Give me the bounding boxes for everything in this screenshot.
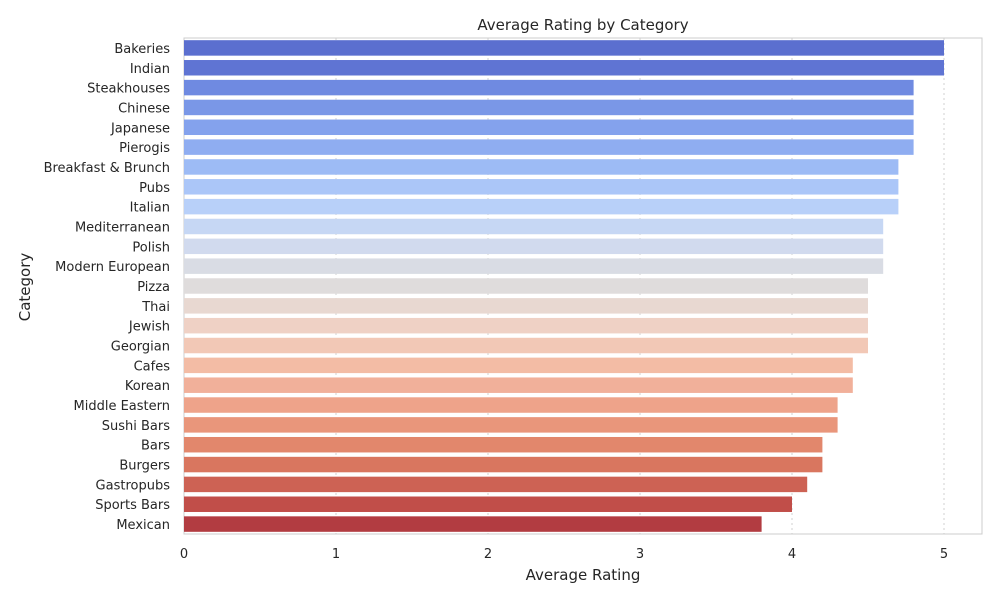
x-tick-label: 4 [788,547,796,562]
y-tick-label: Jewish [128,320,170,335]
y-tick-label: Middle Eastern [74,399,170,414]
bar [184,60,944,76]
x-tick-label: 5 [940,547,948,562]
y-tick-label: Italian [130,201,170,216]
bar [184,119,914,136]
y-tick-labels: Bakeries Indian Steakhouses Chinese Japanese… [44,42,171,533]
y-tick-label: Bars [141,439,170,454]
y-tick-label: Cafes [134,359,171,374]
x-axis-label: Average Rating [526,566,641,584]
bar [184,99,914,116]
y-tick-label: Burgers [119,459,170,474]
y-tick-label: Sports Bars [95,498,170,513]
bar [184,139,914,155]
y-tick-label: Steakhouses [87,82,170,97]
bar [184,436,823,453]
y-tick-label: Georgian [111,340,170,355]
bar [184,278,868,294]
y-tick-label: Breakfast & Brunch [44,161,170,176]
x-tick-labels: 0 1 2 3 4 5 [180,547,948,562]
y-tick-label: Indian [130,62,170,77]
bar [184,298,868,314]
bar [184,476,808,493]
bar [184,456,823,473]
y-tick-label: Sushi Bars [102,419,170,434]
bar [184,238,884,255]
y-tick-label: Japanese [110,121,170,136]
y-tick-label: Polish [132,240,170,255]
x-tick-label: 2 [484,547,492,562]
bar [184,40,944,56]
y-tick-label: Pubs [139,181,170,196]
y-tick-label: Korean [125,379,170,394]
bar [184,377,853,393]
bar [184,258,884,274]
bar [184,218,884,235]
bar [184,79,914,96]
bar [184,417,838,433]
y-tick-label: Pizza [137,280,170,295]
bar [184,496,792,512]
y-tick-label: Mexican [116,518,170,533]
bar [184,397,838,413]
y-tick-label: Mediterranean [75,220,170,235]
bar [184,317,868,334]
x-tick-label: 0 [180,547,188,562]
y-tick-label: Pierogis [119,141,170,156]
y-tick-label: Gastropubs [96,478,171,493]
y-tick-label: Chinese [118,101,170,116]
y-tick-label: Modern European [55,260,170,275]
bar [184,159,899,175]
bar [184,357,853,374]
bars [184,40,944,532]
bar [184,516,762,532]
bar [184,198,899,215]
x-tick-label: 1 [332,547,340,562]
y-tick-label: Bakeries [114,42,170,57]
chart-title: Average Rating by Category [477,16,688,34]
x-tick-label: 3 [636,547,644,562]
bar [184,337,868,354]
y-axis-label: Category [16,253,34,322]
y-tick-label: Thai [141,300,170,315]
bar [184,179,899,195]
